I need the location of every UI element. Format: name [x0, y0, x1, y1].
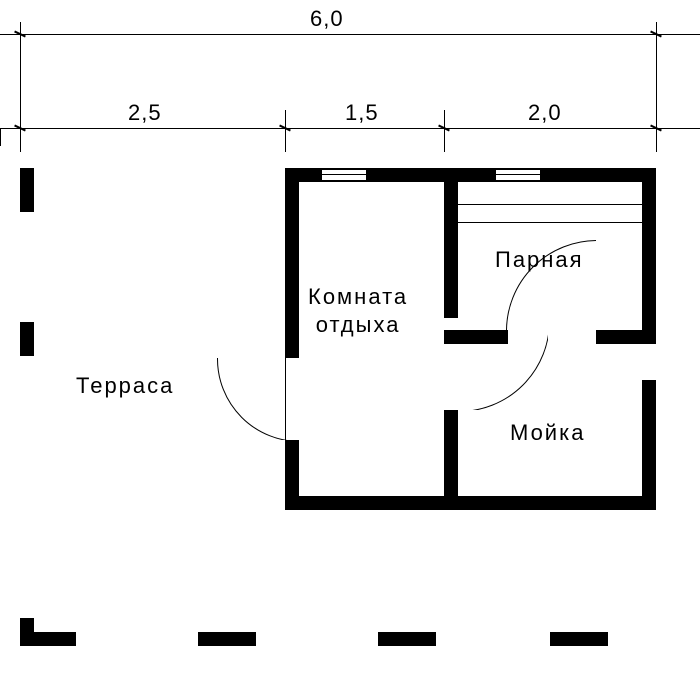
wall-terrace-bottom-b	[198, 632, 256, 646]
label-terrace: Терраса	[76, 373, 174, 399]
window-top-b-line	[496, 174, 540, 175]
label-rest-room-l2: отдыха	[316, 312, 401, 337]
dim-ext-2	[444, 110, 445, 152]
bench-line-b	[458, 222, 642, 223]
dim-ext-0	[20, 46, 21, 152]
label-wash: Мойка	[510, 420, 585, 446]
wall-inner-left-a	[285, 168, 299, 358]
dim-lower-label-2: 2,0	[528, 100, 562, 126]
wall-terrace-bottom-c	[378, 632, 436, 646]
dim-upper-ext-l	[20, 22, 21, 46]
dim-upper-line	[0, 34, 700, 35]
wall-inner-mid-h-b	[596, 330, 656, 344]
label-rest-room: Комната отдыха	[308, 283, 408, 338]
dim-lower-label-0: 2,5	[128, 100, 162, 126]
bench-line-a	[458, 204, 642, 205]
wall-terrace-bottom-a	[20, 632, 76, 646]
wall-terrace-left-top	[20, 168, 34, 212]
door-terrace-arc-clip	[217, 358, 299, 440]
window-top-a-line	[322, 174, 366, 175]
wall-inner-mid-v-b	[444, 410, 458, 510]
dim-upper-ext-r	[656, 22, 657, 46]
dim-upper-label: 6,0	[310, 6, 344, 32]
wall-inner-mid-v-a	[444, 168, 458, 318]
door-rest-arc-clip	[458, 318, 548, 410]
label-rest-room-l1: Комната	[308, 284, 408, 309]
window-top-b	[496, 170, 540, 180]
door-terrace-leaf	[285, 358, 286, 440]
wall-inner-left-b	[285, 440, 299, 510]
wall-terrace-bottom-d	[550, 632, 608, 646]
wall-outer-right-a	[642, 168, 656, 333]
wall-outer-bottom-right	[285, 496, 656, 510]
floor-plan-stage: 6,0 2,5 1,5 2,0 Терраса Комната отдыха П…	[0, 0, 700, 700]
dim-ext-1	[285, 110, 286, 152]
dim-lower-label-1: 1,5	[345, 100, 379, 126]
wall-outer-right-b	[642, 380, 656, 510]
dim-ext-3	[656, 46, 657, 152]
dim-lower-stub-l	[0, 128, 1, 146]
label-steam: Парная	[495, 247, 584, 273]
wall-terrace-left-mid	[20, 322, 34, 356]
dim-lower-line	[0, 128, 700, 129]
window-top-a	[322, 170, 366, 180]
